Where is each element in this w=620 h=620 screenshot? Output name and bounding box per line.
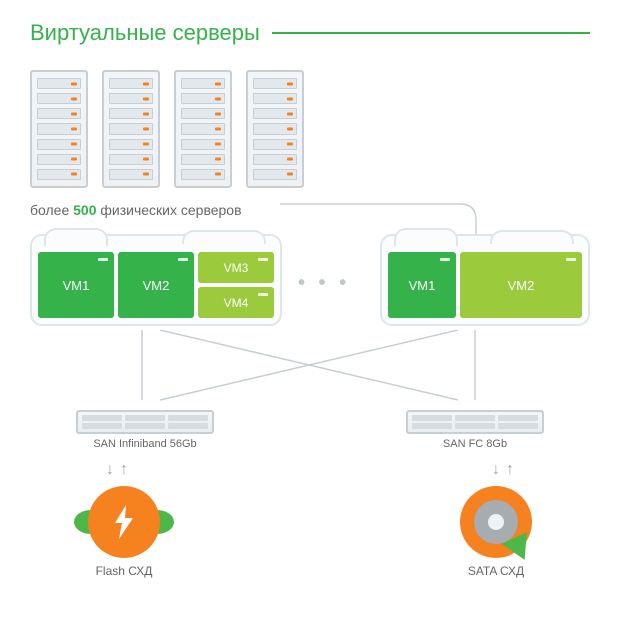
rack-slot — [253, 78, 297, 89]
server-rack — [30, 70, 88, 188]
bidir-arrows-row: ↓ ↑ ↓ ↑ — [30, 462, 590, 478]
arrow-pair-left: ↓ ↑ — [106, 462, 128, 478]
server-rack — [174, 70, 232, 188]
vm-group-right: VM1VM2 — [388, 252, 582, 318]
rack-slot — [109, 123, 153, 134]
rack-slot — [181, 78, 225, 89]
vm-box: VM2 — [118, 252, 194, 318]
rack-slot — [253, 154, 297, 165]
rack-slot — [109, 139, 153, 150]
vm-box: VM4 — [198, 287, 274, 318]
title-rule — [272, 32, 590, 34]
flash-storage-icon — [88, 486, 160, 558]
rack-slot — [181, 108, 225, 119]
storage-sata-label: SATA СХД — [446, 564, 546, 578]
rack-slot — [37, 93, 81, 104]
arrow-down-icon: ↓ — [106, 462, 114, 478]
san-switch-icon — [76, 410, 214, 434]
switch-right-label: SAN FC 8Gb — [406, 438, 544, 450]
rack-slot — [253, 139, 297, 150]
rack-slot — [181, 154, 225, 165]
storage-row: Flash СХД SATA СХД — [30, 486, 590, 578]
rack-slot — [37, 169, 81, 180]
san-switches: SAN Infiniband 56Gb SAN FC 8Gb — [30, 410, 590, 450]
ellipsis: • • • — [298, 272, 350, 295]
rack-slot — [109, 169, 153, 180]
arrow-pair-right: ↓ ↑ — [492, 462, 514, 478]
subtitle-suffix: физических серверов — [97, 202, 242, 218]
rack-slot — [181, 139, 225, 150]
arrow-up-icon: ↑ — [120, 462, 128, 478]
arrow-up-icon: ↑ — [506, 462, 514, 478]
rack-slot — [37, 108, 81, 119]
switch-left: SAN Infiniband 56Gb — [76, 410, 214, 450]
rack-slot — [109, 93, 153, 104]
server-rack — [102, 70, 160, 188]
rack-slot — [37, 139, 81, 150]
rack-slot — [109, 154, 153, 165]
server-racks — [30, 70, 590, 188]
vm-split: VM3VM4 — [198, 252, 274, 318]
rack-slot — [37, 154, 81, 165]
sata-storage-icon — [460, 486, 532, 558]
rack-slot — [253, 169, 297, 180]
vm-group-left: VM1VM2VM3VM4 — [38, 252, 274, 318]
cloud-right: VM1VM2 — [380, 234, 590, 326]
vm-box: VM3 — [198, 252, 274, 283]
rack-slot — [37, 123, 81, 134]
rack-slot — [181, 93, 225, 104]
switch-left-label: SAN Infiniband 56Gb — [76, 438, 214, 450]
storage-flash: Flash СХД — [74, 486, 174, 578]
rack-slot — [253, 93, 297, 104]
rack-slot — [181, 123, 225, 134]
server-rack — [246, 70, 304, 188]
switch-right: SAN FC 8Gb — [406, 410, 544, 450]
rack-slot — [253, 108, 297, 119]
cloud-row: VM1VM2VM3VM4 • • • VM1VM2 — [30, 234, 590, 334]
cloud-left: VM1VM2VM3VM4 — [30, 234, 282, 326]
cross-connections — [30, 330, 590, 410]
san-switch-icon — [406, 410, 544, 434]
subtitle-prefix: более — [30, 202, 73, 218]
storage-sata: SATA СХД — [446, 486, 546, 578]
vm-box: VM1 — [388, 252, 456, 318]
rack-slot — [109, 78, 153, 89]
rack-slot — [109, 108, 153, 119]
subtitle-count: 500 — [73, 202, 96, 218]
page-title: Виртуальные серверы — [30, 20, 260, 46]
arrow-down-icon: ↓ — [492, 462, 500, 478]
rack-slot — [181, 169, 225, 180]
rack-slot — [37, 78, 81, 89]
vm-box: VM1 — [38, 252, 114, 318]
rack-slot — [253, 123, 297, 134]
vm-box: VM2 — [460, 252, 582, 318]
title-row: Виртуальные серверы — [30, 20, 590, 46]
storage-flash-label: Flash СХД — [74, 564, 174, 578]
